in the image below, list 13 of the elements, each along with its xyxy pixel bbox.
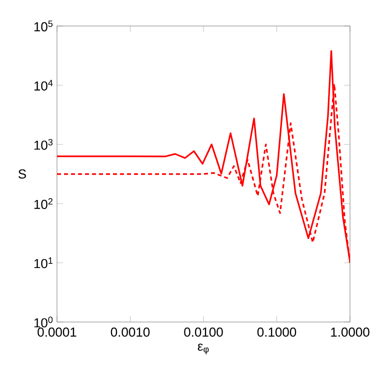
y-tick-label: 10$^{1}$	[34, 257, 53, 268]
x-axis-title: ε$_{φ}$	[198, 344, 209, 354]
y-tick-label: 10$^{4}$	[34, 80, 53, 91]
x-tick-label: 1.0000	[331, 328, 370, 337]
y-tick-label: 10$^{0}$	[34, 316, 53, 328]
x-tick-label: 0.0010	[110, 328, 150, 337]
x-tick-label: 0.0001	[38, 328, 76, 337]
y-axis-title: S	[18, 169, 26, 179]
x-tick-label: 0.1000	[257, 328, 296, 337]
y-tick-label: 10$^{3}$	[34, 138, 53, 150]
x-tick-label: 0.0100	[184, 328, 223, 337]
y-tick-label: 10$^{5}$	[34, 20, 53, 32]
y-tick-label: 10$^{2}$	[34, 198, 52, 210]
